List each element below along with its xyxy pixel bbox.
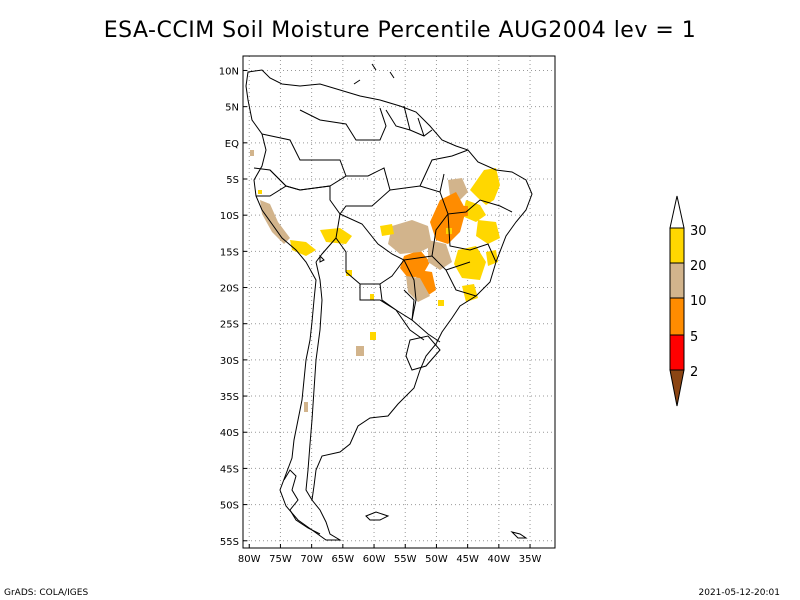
lon-tick-label: 60W xyxy=(363,554,386,565)
colorbar-label-2: 2 xyxy=(690,365,698,380)
footer-credit: GrADS: COLA/IGES xyxy=(4,588,89,598)
border-brazil-west xyxy=(339,167,441,343)
lon-tick-label: 40W xyxy=(488,554,511,565)
shade-dot-6 xyxy=(258,190,262,194)
lon-tick-label: 50W xyxy=(425,554,448,565)
colorbar-label-20: 20 xyxy=(690,259,707,274)
patagonia-fjords xyxy=(283,469,321,535)
map-title: ESA-CCIM Soil Moisture Percentile AUG200… xyxy=(103,18,697,43)
shade-ne-gold xyxy=(470,168,500,205)
island-south xyxy=(510,531,528,539)
shade-dot-7 xyxy=(250,150,254,156)
lat-tick-label: 15S xyxy=(220,247,239,258)
border-peru xyxy=(285,185,341,263)
lat-tick-label: 40S xyxy=(220,428,239,439)
grid-lines xyxy=(243,56,555,548)
shade-central-tan xyxy=(388,220,432,254)
border-guyanas xyxy=(385,105,433,137)
colorbar-swatch-5-10 xyxy=(669,297,685,336)
lat-tick-label: 30S xyxy=(220,356,239,367)
lat-tick-label: 55S xyxy=(220,537,239,548)
shade-dot-8 xyxy=(438,300,444,306)
caribbean-coast xyxy=(353,63,395,85)
latitude-labels: 10N 5N EQ 5S 10S 15S 20S 25S 30S 35S 40S 45S 50S 55S xyxy=(219,66,239,547)
longitude-labels: 80W 75W 70W 65W 60W 55W 50W 45W 40W 35W xyxy=(238,554,542,565)
border-venezuela xyxy=(299,107,387,141)
colorbar-swatch-2-5 xyxy=(669,334,685,371)
shade-dot-2 xyxy=(370,332,376,340)
lon-tick-label: 65W xyxy=(332,554,355,565)
shade-east-gold-2 xyxy=(454,246,486,280)
lat-tick-label: 5S xyxy=(226,175,239,186)
colorbar-arrow-top xyxy=(669,195,685,229)
border-chile-argentina xyxy=(305,261,323,501)
lat-tick-label: 25S xyxy=(220,320,239,331)
colorbar-label-10: 10 xyxy=(690,294,707,309)
lat-tick-label: 5N xyxy=(225,103,239,114)
footer-timestamp: 2021-05-12-20:01 xyxy=(698,588,781,598)
percentile-shading xyxy=(250,150,500,412)
lat-tick-label: 20S xyxy=(220,284,239,295)
shade-peru-tan xyxy=(260,200,290,244)
colorbar-swatch-20-30 xyxy=(669,227,685,264)
lon-tick-label: 70W xyxy=(300,554,323,565)
border-paraguay xyxy=(379,283,415,321)
shade-dot-3 xyxy=(356,346,364,356)
border-argentina-north xyxy=(359,284,425,341)
lon-tick-label: 45W xyxy=(456,554,479,565)
continent-coastline xyxy=(245,69,533,541)
colorbar-label-30: 30 xyxy=(690,224,707,239)
lat-tick-label: EQ xyxy=(225,139,239,150)
lon-tick-label: 75W xyxy=(269,554,292,565)
border-uruguay xyxy=(405,335,441,371)
lat-tick-label: 35S xyxy=(220,392,239,403)
shade-ne-gold-2 xyxy=(462,200,486,222)
shade-dot-4 xyxy=(370,294,374,300)
shade-east-gold-4 xyxy=(486,250,498,266)
shade-dot-1 xyxy=(346,270,352,276)
lat-tick-label: 10S xyxy=(220,211,239,222)
lat-tick-label: 10N xyxy=(219,66,239,77)
shade-dot-10 xyxy=(462,206,468,216)
colorbar-arrow-bottom xyxy=(669,369,685,407)
lake-titicaca xyxy=(319,254,325,263)
colorbar-swatch-10-20 xyxy=(669,262,685,299)
lon-tick-label: 80W xyxy=(238,554,261,565)
border-brazil-states xyxy=(389,149,513,297)
lat-tick-label: 50S xyxy=(220,501,239,512)
falkland-islands xyxy=(365,511,390,521)
shade-west-gold-2 xyxy=(380,224,394,236)
lat-tick-label: 45S xyxy=(220,464,239,475)
colorbar: 30 20 10 5 2 xyxy=(669,195,707,407)
lon-tick-label: 35W xyxy=(519,554,542,565)
map-frame xyxy=(242,55,556,549)
shade-central-tan-3 xyxy=(406,276,430,302)
shade-dot-5 xyxy=(304,402,308,412)
colorbar-label-5: 5 xyxy=(690,330,698,345)
shade-peru-gold xyxy=(290,240,316,256)
lon-tick-label: 55W xyxy=(394,554,417,565)
coastlines-and-borders xyxy=(245,63,533,541)
shade-central-tan-2 xyxy=(428,240,452,270)
shade-east-gold xyxy=(476,220,500,244)
